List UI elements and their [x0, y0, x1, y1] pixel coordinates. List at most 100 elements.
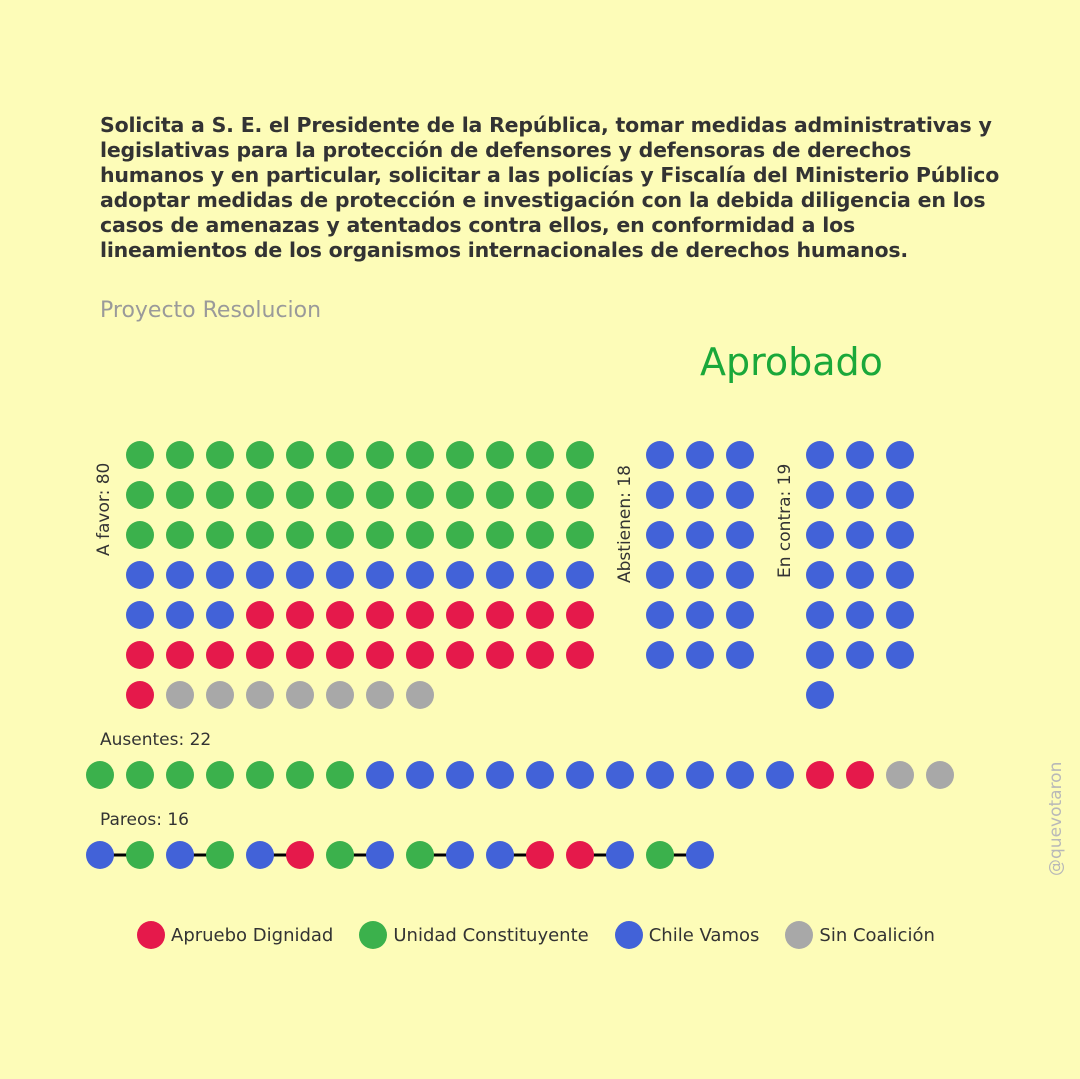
abstienen-dot: [686, 561, 714, 589]
legend-item-sin: Sin Coalición: [785, 921, 935, 949]
abstienen-dot: [686, 521, 714, 549]
ausentes-dot: [806, 761, 834, 789]
a-favor-dot: [206, 441, 234, 469]
a-favor-dot: [206, 521, 234, 549]
a-favor-dot: [126, 561, 154, 589]
a-favor-dot: [166, 441, 194, 469]
abstienen-dot: [686, 641, 714, 669]
a-favor-dot: [246, 601, 274, 629]
legend-swatch-apruebo: [137, 921, 165, 949]
a-favor-dot: [126, 481, 154, 509]
a-favor-dot: [566, 641, 594, 669]
a-favor-dot: [526, 601, 554, 629]
a-favor-dot: [526, 521, 554, 549]
a-favor-dot: [566, 481, 594, 509]
legend-swatch-sin: [785, 921, 814, 949]
abstienen-dot: [646, 521, 674, 549]
a-favor-dot: [366, 561, 394, 589]
a-favor-dot: [526, 641, 554, 669]
a-favor-dot: [566, 601, 594, 629]
pareos-dot: [206, 841, 234, 869]
en-contra-dot: [886, 561, 914, 589]
a-favor-dot: [486, 641, 514, 669]
legend-label-sin: Sin Coalición: [819, 924, 935, 946]
a-favor-dot: [526, 481, 554, 509]
a-favor-dot: [406, 641, 434, 669]
a-favor-dot: [366, 681, 394, 709]
ausentes-dot: [766, 761, 794, 789]
a-favor-dot: [406, 561, 434, 589]
a-favor-dot: [286, 641, 314, 669]
pareos-dot: [286, 841, 314, 869]
pareos-dot: [686, 841, 714, 869]
pareos-dot: [446, 841, 474, 869]
a-favor-dot: [446, 641, 474, 669]
a-favor-dot: [126, 601, 154, 629]
legend-swatch-unidad: [359, 921, 388, 949]
pareos-dot: [166, 841, 194, 869]
en-contra-dot: [886, 521, 914, 549]
legend-item-chile: Chile Vamos: [614, 921, 760, 949]
ausentes-dot: [606, 761, 634, 789]
a-favor-dot: [326, 641, 354, 669]
ausentes-dot: [886, 761, 914, 789]
en-contra-dot: [806, 561, 834, 589]
a-favor-dot: [206, 681, 234, 709]
ausentes-dot: [686, 761, 714, 789]
en-contra-dot: [846, 521, 874, 549]
a-favor-dot: [166, 561, 194, 589]
a-favor-dot: [126, 681, 154, 709]
a-favor-dot: [246, 681, 274, 709]
ausentes-dot: [246, 761, 274, 789]
motion-type: Proyecto Resolucion: [100, 298, 322, 323]
abstienen-dot: [646, 641, 674, 669]
ausentes-dot: [366, 761, 394, 789]
a-favor-dot: [326, 521, 354, 549]
a-favor-dot: [166, 521, 194, 549]
pareos-dot: [526, 841, 554, 869]
a-favor-dot: [486, 521, 514, 549]
abstienen-dot: [646, 561, 674, 589]
ausentes-dot: [486, 761, 514, 789]
pareos-dot: [406, 841, 434, 869]
en-contra-dot: [806, 681, 834, 709]
en-contra-dot: [886, 641, 914, 669]
a-favor-dot: [366, 441, 394, 469]
en-contra-dot: [806, 601, 834, 629]
abstienen-dot: [646, 481, 674, 509]
abstienen-dot: [726, 641, 754, 669]
watermark: @quevotaron: [1046, 761, 1066, 876]
abstienen-dot: [726, 521, 754, 549]
a-favor-dot: [246, 521, 274, 549]
a-favor-dot: [206, 601, 234, 629]
ausentes-dot: [326, 761, 354, 789]
a-favor-dot: [246, 641, 274, 669]
a-favor-dot: [126, 441, 154, 469]
a-favor-dot: [326, 681, 354, 709]
group-label-a-favor: A favor: 80: [94, 462, 114, 556]
a-favor-dot: [366, 601, 394, 629]
pareos-dot: [366, 841, 394, 869]
legend-label-unidad: Unidad Constituyente: [393, 924, 589, 946]
a-favor-dot: [446, 561, 474, 589]
group-label-pareos: Pareos: 16: [100, 810, 190, 830]
ausentes-dot: [646, 761, 674, 789]
a-favor-dot: [566, 521, 594, 549]
a-favor-dot: [326, 481, 354, 509]
legend-item-unidad: Unidad Constituyente: [359, 921, 589, 949]
ausentes-dot: [926, 761, 954, 789]
a-favor-dot: [446, 441, 474, 469]
group-label-en-contra: En contra: 19: [775, 463, 795, 578]
ausentes-dot: [126, 761, 154, 789]
legend-label-apruebo: Apruebo Dignidad: [171, 924, 334, 946]
pareos-dot: [646, 841, 674, 869]
en-contra-dot: [886, 481, 914, 509]
en-contra-dot: [806, 641, 834, 669]
pareos-dot: [246, 841, 274, 869]
a-favor-dot: [446, 481, 474, 509]
motion-title: Solicita a S. E. el Presidente de la Rep…: [100, 113, 1000, 262]
a-favor-dot: [486, 561, 514, 589]
legend-label-chile: Chile Vamos: [648, 924, 760, 946]
en-contra-dot: [806, 481, 834, 509]
